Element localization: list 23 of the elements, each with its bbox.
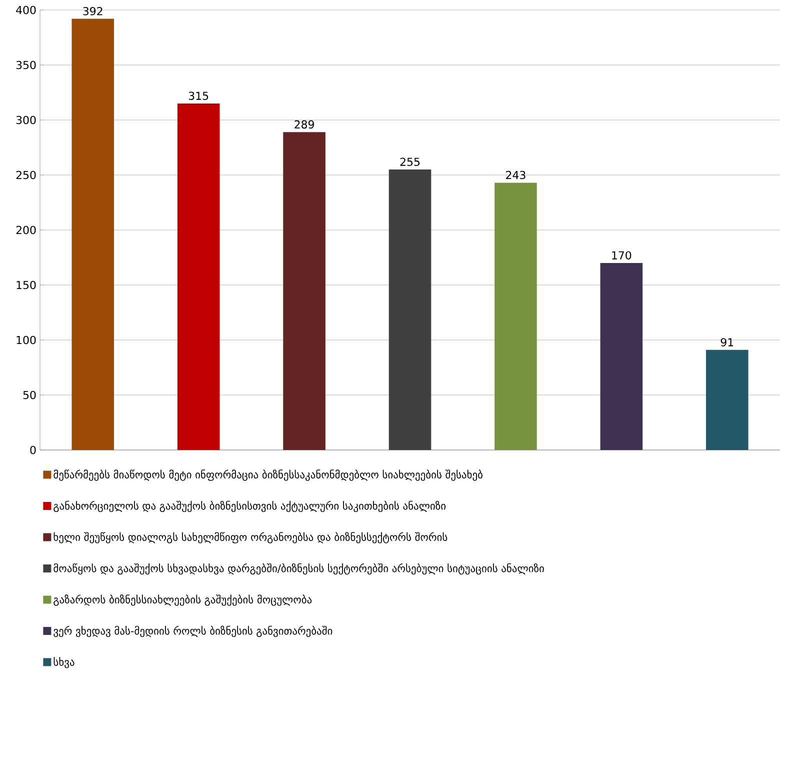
data-label: 243	[506, 170, 526, 180]
y-tick-label: 350	[16, 60, 36, 70]
data-label: 392	[83, 6, 102, 16]
legend-label: გაზარდოს ბიზნესსიახლეების გაშუქების მოცულობა	[54, 594, 312, 606]
y-tick-label: 200	[16, 226, 36, 234]
legend-label: განახორციელოს და გააშუქოს ბიზნესისთვის აქტუალური საკითხების ანალიზი	[54, 500, 446, 512]
legend-label: ხელი შეუწყოს დიალოგს სახელმწიფო ორგანოებსა და ბიზნესსექტორს შორის	[54, 532, 448, 544]
legend-label: მოაწყოს და გააშუქოს სხვადასხვა დარგებში/ბიზნესის სექტორებში არსებული სიტუაციის ანალიზი	[54, 563, 544, 575]
y-tick-label: 0	[30, 446, 36, 454]
legend-label: სხვა	[54, 657, 74, 668]
y-tick-label: 50	[23, 390, 36, 400]
data-label: 315	[188, 92, 208, 100]
y-tick-label: 400	[16, 6, 36, 14]
data-label: 91	[720, 338, 734, 346]
y-tick-label: 100	[16, 336, 36, 344]
data-label: 289	[294, 120, 314, 129]
legend-label: მეწარმეებს მიაწოდოს მეტი ინფორმაცია ბიზნესსაკანონმდებლო სიახლეების შესახებ	[54, 470, 482, 481]
data-label: 255	[400, 158, 420, 166]
y-tick-label: 300	[16, 116, 36, 124]
legend-label: ვერ ვხედავ მას-მედიის როლს ბიზნესის განვითარებაში	[54, 626, 332, 638]
y-tick-label: 250	[16, 170, 36, 180]
data-label: 170	[612, 251, 632, 260]
y-tick-label: 150	[16, 280, 36, 290]
